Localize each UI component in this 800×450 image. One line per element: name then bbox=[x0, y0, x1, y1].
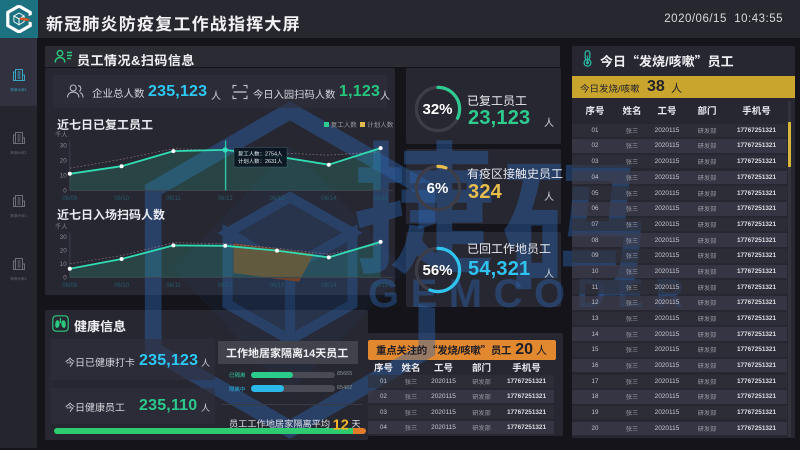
svg-text:千人: 千人 bbox=[55, 131, 68, 139]
svg-text:10: 10 bbox=[60, 173, 68, 180]
svg-text:06/13: 06/13 bbox=[269, 196, 285, 202]
svg-text:06/11: 06/11 bbox=[166, 283, 181, 289]
svg-text:06/14: 06/14 bbox=[321, 196, 337, 202]
svg-text:06/09: 06/09 bbox=[62, 283, 78, 289]
svg-text:06/14: 06/14 bbox=[321, 283, 337, 289]
svg-text:06/10: 06/10 bbox=[114, 196, 130, 202]
svg-text:06/10: 06/10 bbox=[114, 283, 130, 289]
svg-text:计划人数：2631人: 计划人数：2631人 bbox=[238, 158, 283, 165]
svg-text:30: 30 bbox=[60, 142, 68, 149]
svg-text:30: 30 bbox=[60, 234, 68, 241]
svg-text:千人: 千人 bbox=[55, 223, 68, 231]
svg-text:06/15: 06/15 bbox=[373, 196, 389, 202]
svg-text:06/12: 06/12 bbox=[218, 196, 234, 202]
svg-text:0: 0 bbox=[63, 275, 67, 282]
svg-text:0: 0 bbox=[63, 188, 67, 195]
svg-text:06/09: 06/09 bbox=[62, 196, 78, 202]
svg-text:06/15: 06/15 bbox=[373, 283, 389, 289]
svg-text:复工人数：2754人: 复工人数：2754人 bbox=[238, 151, 283, 158]
svg-text:20: 20 bbox=[60, 247, 68, 254]
svg-text:10: 10 bbox=[60, 261, 68, 268]
svg-text:06/13: 06/13 bbox=[269, 283, 285, 289]
svg-text:20: 20 bbox=[60, 157, 68, 164]
svg-text:06/12: 06/12 bbox=[218, 283, 234, 289]
svg-text:06/11: 06/11 bbox=[166, 196, 181, 202]
